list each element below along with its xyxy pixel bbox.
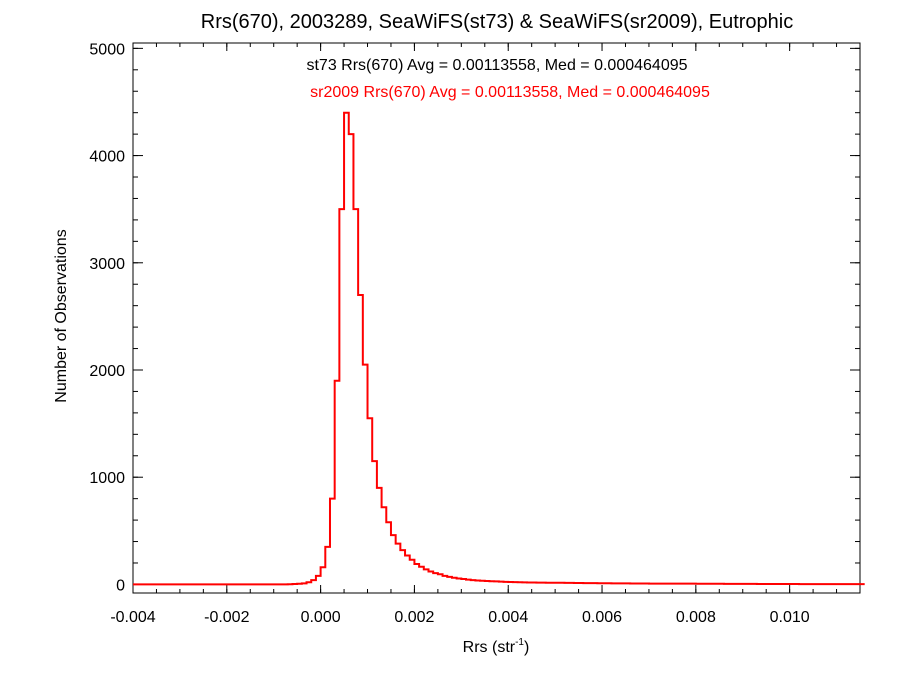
chart-title: Rrs(670), 2003289, SeaWiFS(st73) & SeaWi…: [201, 11, 793, 33]
x-tick-label: -0.004: [110, 609, 155, 626]
y-tick-label: 2000: [89, 363, 125, 380]
y-tick-label: 5000: [89, 41, 125, 58]
x-tick-label: 0.002: [394, 609, 434, 626]
y-axis-ticks: [133, 47, 860, 585]
series-layer: [133, 111, 865, 586]
plot-area: [132, 42, 861, 594]
y-tick-label: 4000: [89, 149, 125, 166]
sr2009-stats-annotation: sr2009 Rrs(670) Avg = 0.00113558, Med = …: [310, 84, 710, 101]
plot-border: [132, 42, 861, 594]
x-tick-label: -0.002: [204, 609, 249, 626]
st73-stats-annotation: st73 Rrs(670) Avg = 0.00113558, Med = 0.…: [306, 57, 687, 74]
x-tick-label: 0.000: [301, 609, 341, 626]
y-axis-label: Number of Observations: [53, 229, 70, 402]
x-axis-label: Rrs (str-1): [463, 637, 530, 656]
x-tick-label: 0.008: [676, 609, 716, 626]
series-sr2009-line: [133, 111, 865, 586]
x-axis-tick-labels: -0.004 -0.002 0.000 0.002 0.004 0.006 0.008 0.0…: [110, 609, 809, 626]
x-tick-label: 0.010: [770, 609, 810, 626]
y-axis-tick-labels: 0 1000 2000 3000 4000 5000: [89, 41, 125, 594]
x-tick-label: 0.006: [582, 609, 622, 626]
y-tick-label: 1000: [89, 470, 125, 487]
y-tick-label: 3000: [89, 256, 125, 273]
x-tick-label: 0.004: [488, 609, 528, 626]
y-tick-label: 0: [116, 577, 125, 594]
x-axis-ticks: [132, 43, 861, 593]
